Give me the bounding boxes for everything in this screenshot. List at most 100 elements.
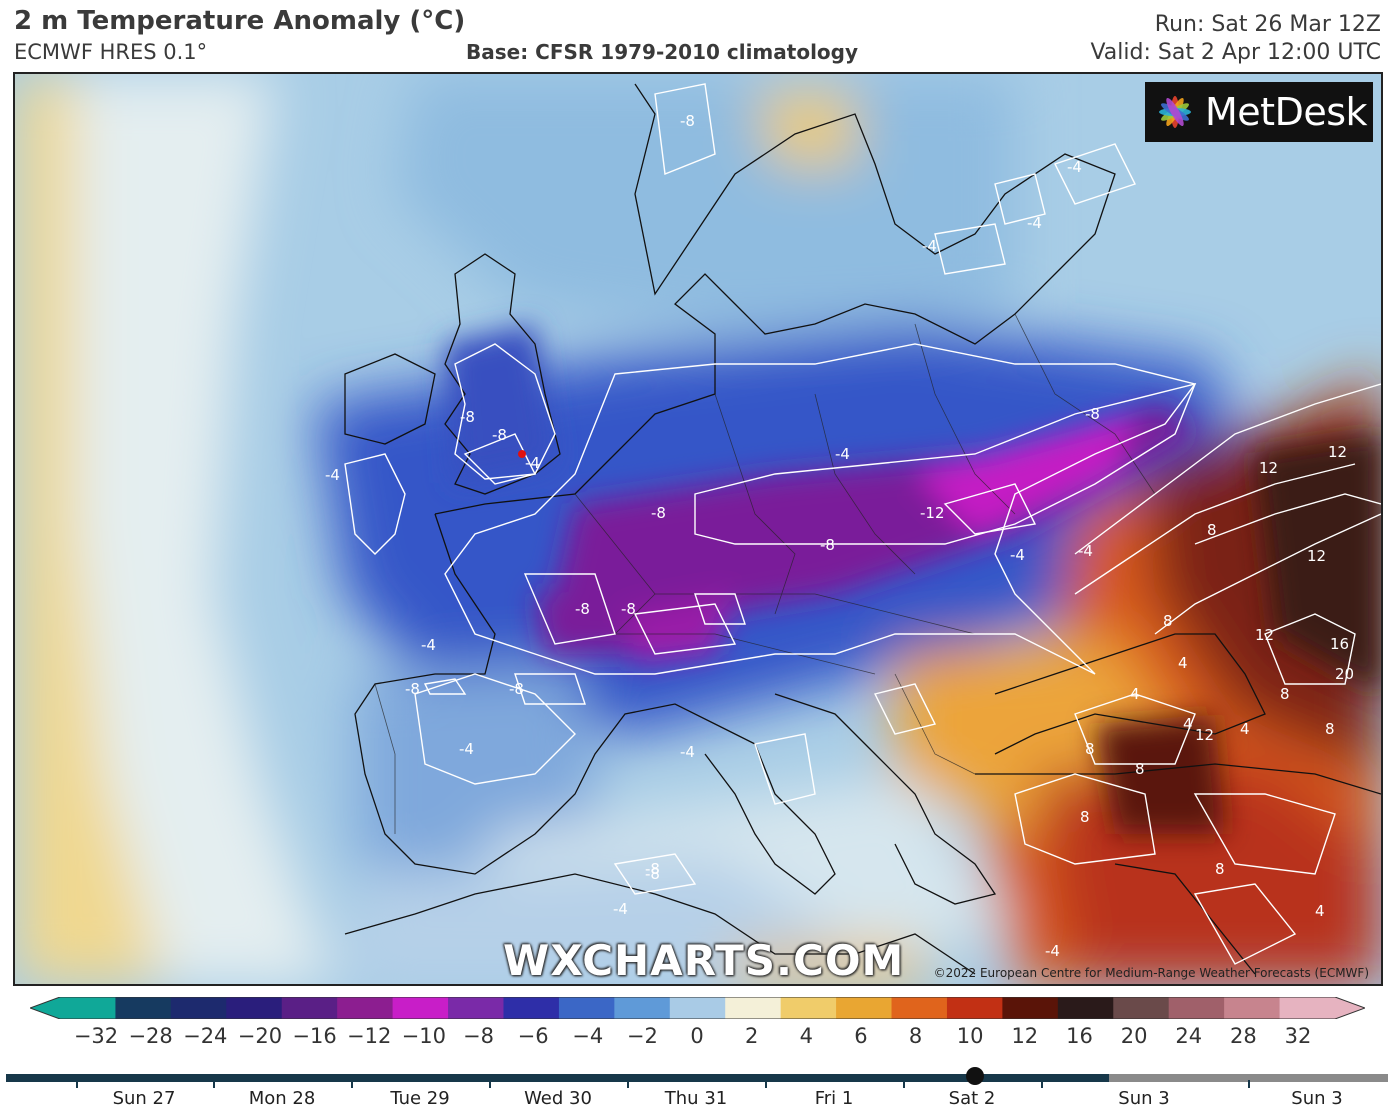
map-canvas: -8 -4 -4 -8 -8 -4 -4 -8 -4 -4 -8 -8 -12 … bbox=[15, 74, 1381, 984]
scale-tick-label: 12 bbox=[1011, 1024, 1039, 1048]
scale-tick-label: 2 bbox=[744, 1024, 759, 1048]
contour-label: 4 bbox=[1240, 720, 1250, 738]
scale-swatch bbox=[448, 997, 505, 1019]
scale-tick-label: −12 bbox=[347, 1024, 392, 1048]
contour-label: 8 bbox=[1325, 720, 1335, 738]
scale-swatch bbox=[780, 997, 837, 1019]
contour-label: -4 bbox=[1045, 942, 1060, 960]
contour-label: -4 bbox=[325, 466, 340, 484]
contour-label: 12 bbox=[1255, 626, 1274, 644]
forecast-timeline[interactable]: Sun 27 Mon 28 Tue 29 Wed 30 Thu 31 Fri 1 Sat 2… bbox=[6, 1067, 1388, 1112]
timeline-day-label[interactable]: Sun 3 bbox=[1291, 1088, 1343, 1109]
timeline-day-label[interactable]: Wed 30 bbox=[524, 1088, 592, 1109]
contour-label: 8 bbox=[1135, 760, 1145, 778]
metdesk-logo-icon bbox=[1159, 96, 1191, 128]
timeline-day-label[interactable]: Sat 2 bbox=[948, 1088, 996, 1109]
contour-label: 4 bbox=[1183, 715, 1193, 733]
timeline-day-label[interactable]: Thu 31 bbox=[664, 1088, 728, 1109]
scale-tick-label: 32 bbox=[1284, 1024, 1312, 1048]
contour-label: -4 bbox=[1027, 214, 1042, 232]
contour-label: -12 bbox=[920, 504, 945, 522]
contour-label: -4 bbox=[525, 454, 540, 472]
scale-swatch bbox=[558, 997, 615, 1019]
timeline-divider bbox=[489, 1080, 491, 1088]
contour-label: 4 bbox=[1130, 685, 1140, 703]
scale-tick-label: −4 bbox=[572, 1024, 604, 1048]
timeline-slider-handle[interactable] bbox=[966, 1067, 984, 1085]
scale-swatch bbox=[281, 997, 338, 1019]
color-scale-bar bbox=[30, 997, 1365, 1019]
scale-tick-label: −24 bbox=[183, 1024, 228, 1048]
contour-label: -8 bbox=[1085, 405, 1100, 423]
contour-label: -8 bbox=[575, 600, 590, 618]
scale-swatch bbox=[60, 997, 117, 1019]
contour-label: 8 bbox=[1080, 808, 1090, 826]
timeline-bar-future[interactable] bbox=[1109, 1074, 1388, 1082]
scale-arrow-left bbox=[30, 997, 60, 1019]
scale-swatch bbox=[1168, 997, 1225, 1019]
contour-label: -8 bbox=[460, 408, 475, 426]
run-time: Run: Sat 26 Mar 12Z bbox=[1154, 12, 1381, 37]
scale-tick-label: 4 bbox=[799, 1024, 813, 1048]
scale-tick-label: −20 bbox=[237, 1024, 283, 1048]
scale-tick-label: 16 bbox=[1066, 1024, 1093, 1048]
anomaly-map[interactable]: -8 -4 -4 -8 -8 -4 -4 -8 -4 -4 -8 -8 -12 … bbox=[13, 72, 1383, 986]
contour-label: -8 bbox=[645, 865, 660, 883]
timeline-day-label[interactable]: Sun 3 bbox=[1118, 1088, 1170, 1109]
contour-label: -4 bbox=[680, 743, 695, 761]
contour-label: -4 bbox=[1010, 546, 1025, 564]
timeline-divider bbox=[1248, 1080, 1250, 1088]
contour-label: -4 bbox=[922, 237, 937, 255]
model-subtitle: ECMWF HRES 0.1° bbox=[14, 40, 208, 64]
contour-label: 12 bbox=[1259, 459, 1278, 477]
metdesk-logo: MetDesk bbox=[1145, 82, 1373, 142]
coastlines bbox=[344, 83, 1381, 975]
timeline-divider bbox=[765, 1080, 767, 1088]
contour-label: 8 bbox=[1163, 612, 1173, 630]
timeline-day-label[interactable]: Sun 27 bbox=[112, 1088, 176, 1109]
contour-label: -8 bbox=[621, 600, 636, 618]
contour-label: 8 bbox=[1207, 521, 1217, 539]
scale-swatch bbox=[1113, 997, 1170, 1019]
timeline-day-label[interactable]: Mon 28 bbox=[248, 1088, 316, 1109]
timeline-bar-past[interactable] bbox=[6, 1074, 1109, 1082]
timeline-day-label[interactable]: Tue 29 bbox=[390, 1088, 450, 1109]
climatology-base: Base: CFSR 1979-2010 climatology bbox=[466, 40, 859, 64]
location-marker[interactable] bbox=[518, 450, 526, 458]
scale-swatch bbox=[503, 997, 560, 1019]
contour-label: -4 bbox=[613, 900, 628, 918]
color-scale-ticks: −32 −28 −24 −20 −16 −12 −10 −8 −6 −4 −2 0 2 4 6 8 10 12 16… bbox=[0, 1024, 1395, 1054]
scale-tick-label: 10 bbox=[956, 1024, 984, 1048]
contour-label: -8 bbox=[680, 112, 695, 130]
timeline-divider bbox=[627, 1080, 629, 1088]
scale-swatch bbox=[115, 997, 172, 1019]
scale-swatch bbox=[1224, 997, 1281, 1019]
timeline-divider bbox=[76, 1080, 78, 1088]
copyright-notice: ©2022 European Centre for Medium-Range W… bbox=[933, 966, 1369, 980]
contour-label: -8 bbox=[820, 536, 835, 554]
scale-tick-label: 24 bbox=[1175, 1024, 1203, 1048]
contour-label: -4 bbox=[1067, 158, 1082, 176]
timeline-divider bbox=[213, 1080, 215, 1088]
scale-swatch bbox=[392, 997, 449, 1019]
contour-label: 4 bbox=[1178, 654, 1188, 672]
scale-tick-label: −32 bbox=[73, 1024, 119, 1048]
timeline-day-label[interactable]: Fri 1 bbox=[814, 1088, 854, 1109]
contour-label: 8 bbox=[1215, 860, 1225, 878]
scale-tick-label: 8 bbox=[908, 1024, 923, 1048]
contour-label: 4 bbox=[1315, 902, 1325, 920]
contour-label: -8 bbox=[509, 680, 524, 698]
scale-tick-label: 20 bbox=[1120, 1024, 1148, 1048]
scale-swatch bbox=[226, 997, 283, 1019]
scale-swatch bbox=[1279, 997, 1336, 1019]
scale-tick-label: 28 bbox=[1229, 1024, 1257, 1048]
contour-label: 20 bbox=[1335, 665, 1354, 683]
scale-tick-label: −2 bbox=[626, 1024, 658, 1048]
scale-swatch bbox=[337, 997, 394, 1019]
scale-tick-label: −8 bbox=[462, 1024, 494, 1048]
contour-label: 12 bbox=[1307, 547, 1326, 565]
contour-label: 8 bbox=[1085, 740, 1095, 758]
scale-tick-label: −28 bbox=[128, 1024, 173, 1048]
scale-swatch bbox=[614, 997, 671, 1019]
contour-labels: -8 -4 -4 -8 -8 -4 -4 -8 -4 -4 -8 -8 -12 … bbox=[325, 112, 1354, 960]
